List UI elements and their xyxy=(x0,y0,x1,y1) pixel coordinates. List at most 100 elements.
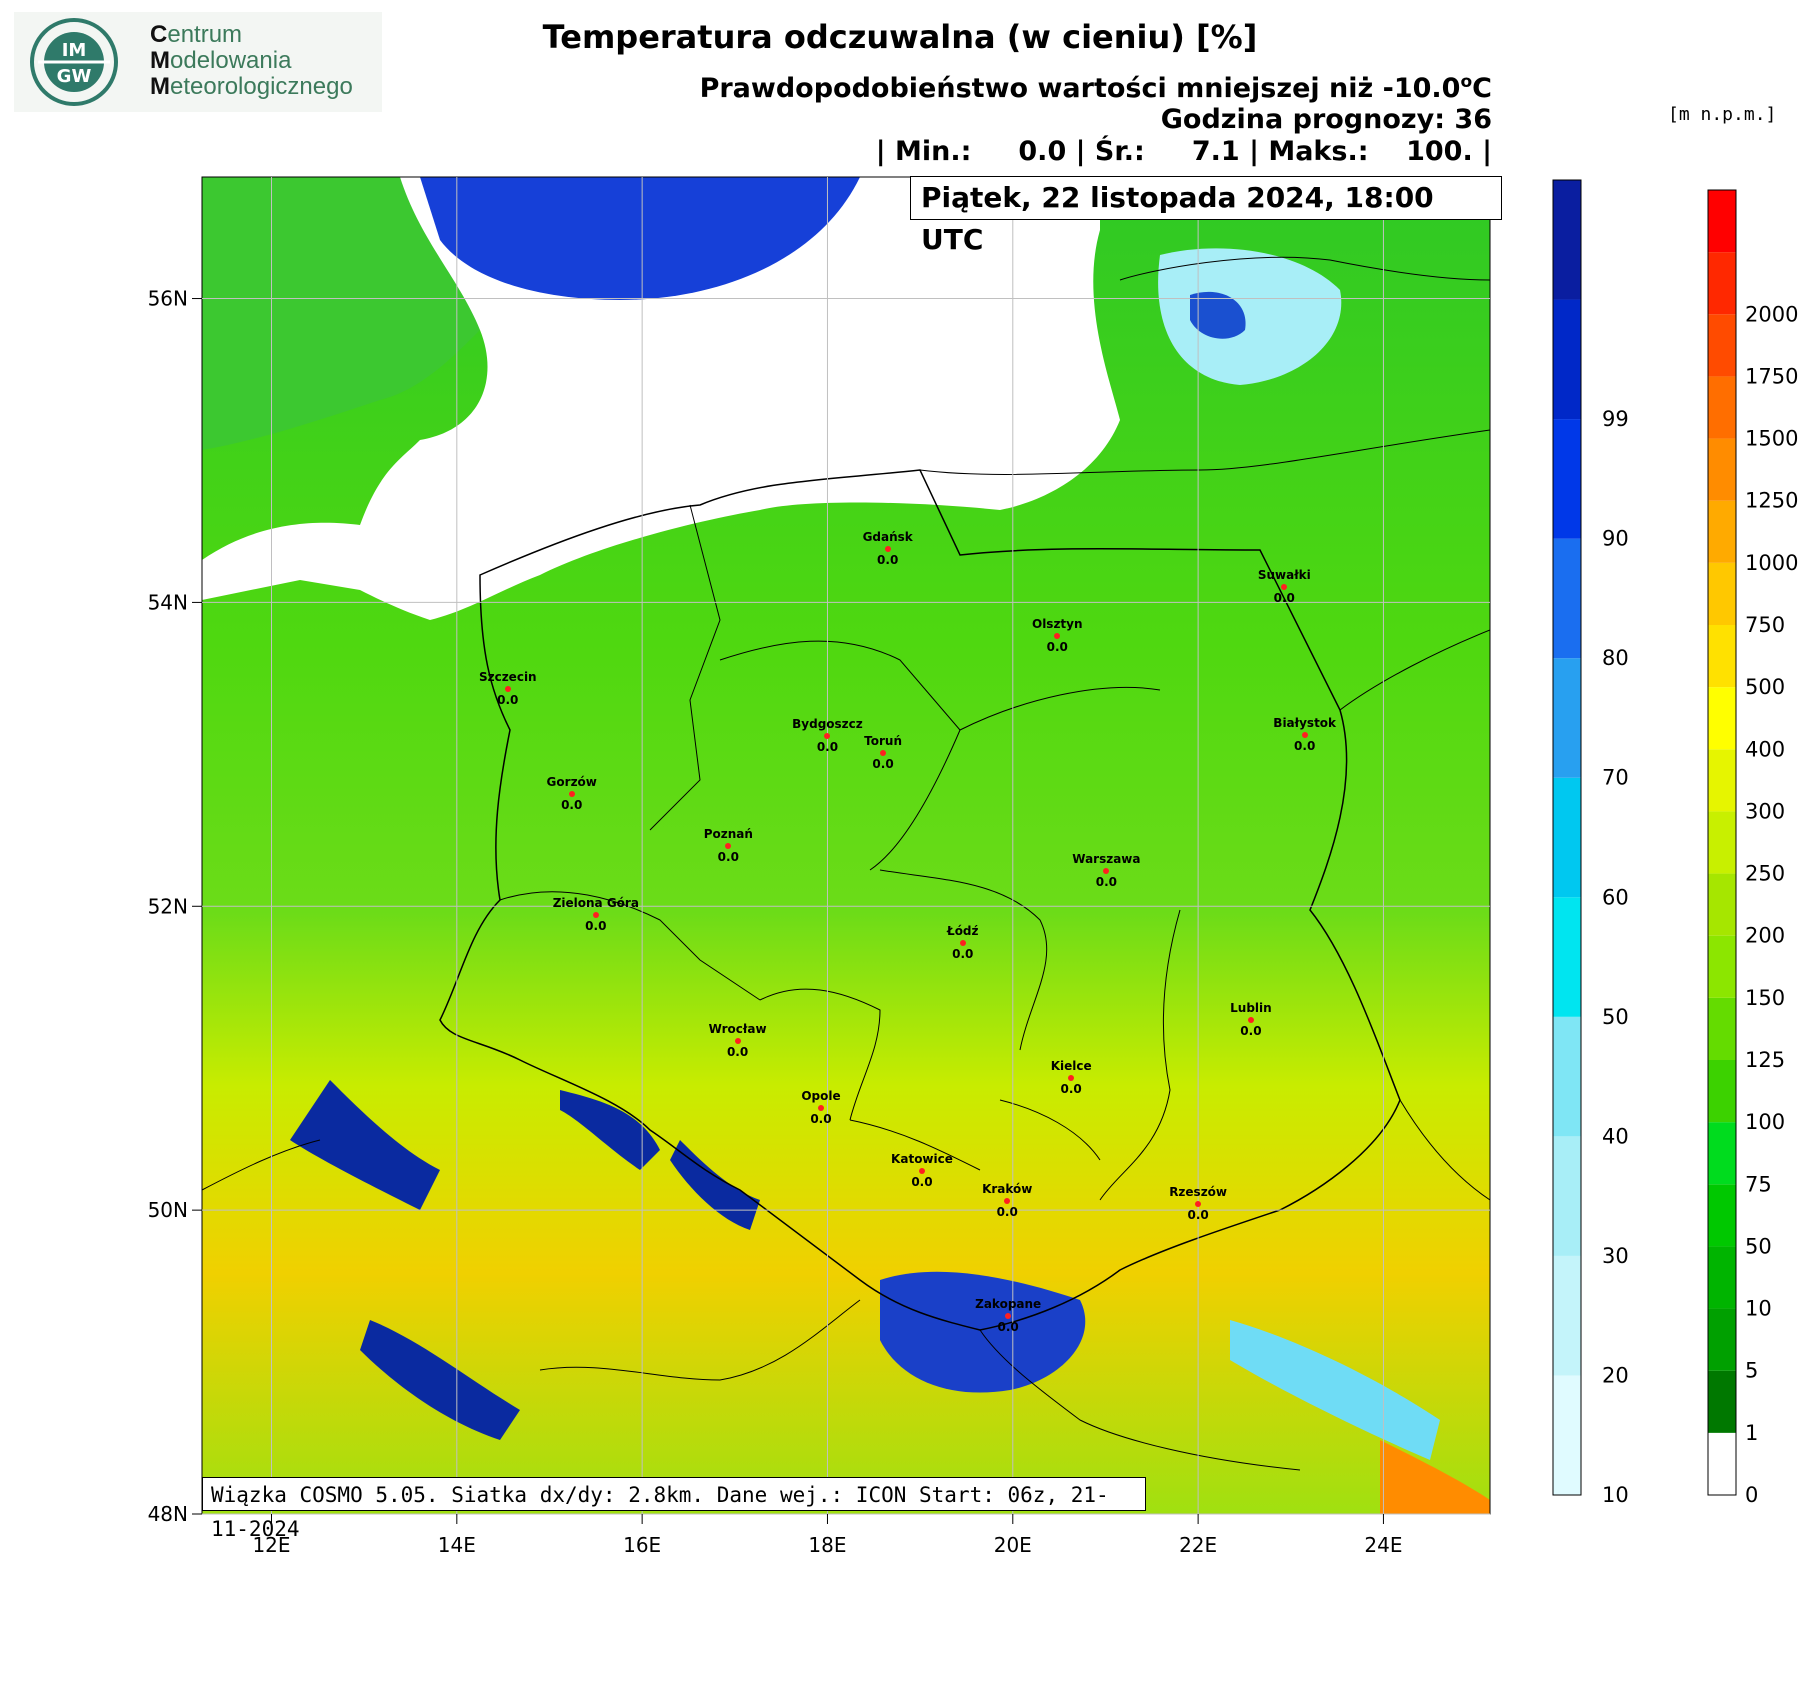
city-label: Rzeszów 0.0 xyxy=(1169,1186,1227,1222)
colorbar-swatch xyxy=(1553,777,1581,898)
colorbar-label: 10 xyxy=(1745,1297,1772,1321)
city-value: 0.0 xyxy=(717,849,739,864)
city-name: Lublin xyxy=(1230,1001,1272,1016)
logo-wordmark: Centrum Modelowania Meteorologicznego xyxy=(150,22,353,100)
city-value: 0.0 xyxy=(952,946,974,961)
city-label: Wrocław 0.0 xyxy=(709,1023,767,1059)
lon-tick-label: 18E xyxy=(808,1533,846,1557)
lat-tick-label: 56N xyxy=(148,287,188,311)
lon-tick-label: 12E xyxy=(252,1533,290,1557)
colorbar-label: 1250 xyxy=(1745,489,1798,513)
voivodeship-borders xyxy=(499,504,1181,1201)
colorbar-swatch xyxy=(1708,749,1736,812)
city-dot xyxy=(880,749,887,756)
city-value: 0.0 xyxy=(877,553,899,568)
city-value: 0.0 xyxy=(1187,1208,1209,1223)
city-name: Warszawa xyxy=(1072,852,1141,867)
city-dot xyxy=(725,842,732,849)
model-info-footer: Wiązka COSMO 5.05. Siatka dx/dy: 2.8km. … xyxy=(202,1477,1146,1541)
city-name: Bydgoszcz xyxy=(792,717,863,732)
city-name: Olsztyn xyxy=(1031,616,1083,631)
city-value: 0.0 xyxy=(726,1045,749,1060)
colorbar-label: 70 xyxy=(1602,766,1629,790)
colorbar-swatch xyxy=(1708,1060,1736,1123)
city-value: 0.0 xyxy=(561,797,583,812)
city-dot xyxy=(1301,731,1308,738)
lat-tick-label: 48N xyxy=(148,1502,188,1526)
city-name: Rzeszów xyxy=(1169,1185,1228,1200)
colorbar-swatch xyxy=(1553,658,1581,778)
city-dot xyxy=(568,790,575,797)
logo-initial-3: M xyxy=(150,73,170,100)
colorbar-label: 20 xyxy=(1602,1363,1629,1387)
colorbar-label: 500 xyxy=(1745,675,1785,699)
city-label: Kraków 0.0 xyxy=(982,1183,1032,1219)
colorbar-swatch xyxy=(1708,500,1736,563)
colorbar-label: 75 xyxy=(1745,1172,1772,1196)
colorbar-label: 0 xyxy=(1745,1483,1758,1507)
city-label: Białystok 0.0 xyxy=(1273,715,1337,753)
city-dot xyxy=(817,1105,824,1112)
city-value: 0.0 xyxy=(1095,875,1118,890)
city-label: Łódź 0.0 xyxy=(947,924,979,961)
city-value: 0.0 xyxy=(1273,591,1295,606)
city-name: Szczecin xyxy=(478,670,537,684)
colorbar-label: 50 xyxy=(1745,1234,1772,1258)
colorbar-swatch xyxy=(1708,252,1736,315)
colorbar-frame xyxy=(1707,189,1737,1496)
baltic-sea xyxy=(202,177,1120,620)
colorbar-label: 99 xyxy=(1602,407,1629,431)
logo-initial-1: C xyxy=(150,21,168,48)
city-name: Zielona Góra xyxy=(552,896,639,911)
city-label: Warszawa 0.0 xyxy=(1072,853,1140,889)
lithuania-core-area xyxy=(1190,291,1246,339)
colorbar-swatch xyxy=(1708,687,1736,750)
colorbar-swatch xyxy=(1553,180,1581,300)
city-value: 0.0 xyxy=(585,919,607,934)
logo-initial-2: M xyxy=(150,47,170,74)
logo-line-3: eteorologicznego xyxy=(170,73,353,100)
colorbar-label: 1500 xyxy=(1745,427,1798,451)
colorbar-label: 1000 xyxy=(1745,551,1798,575)
colorbar-label: 1 xyxy=(1745,1421,1758,1445)
colorbar-swatch xyxy=(1708,935,1736,998)
city-name: Gdańsk xyxy=(862,530,913,545)
colorbar-label: 60 xyxy=(1602,885,1629,909)
colorbar-label: 40 xyxy=(1602,1124,1629,1148)
city-dot xyxy=(1004,1198,1011,1205)
sudety-high-area xyxy=(290,1080,440,1210)
poland-border xyxy=(439,469,1401,1331)
colorbar-swatch xyxy=(1708,190,1736,253)
colorbar-label: 400 xyxy=(1745,737,1785,761)
city-value: 0.0 xyxy=(1046,639,1068,654)
colorbar-swatch xyxy=(1708,1370,1736,1433)
axis-labels: 56N 54N 52N 50N 48N 12E 14E 16E 18E 20E 22E 24E xyxy=(148,287,1403,1557)
city-label: Gdańsk 0.0 xyxy=(863,531,913,567)
colorbar-label: 90 xyxy=(1602,527,1629,551)
sumava-high-area xyxy=(360,1320,520,1440)
city-dot xyxy=(734,1038,741,1045)
city-name: Poznań xyxy=(703,826,753,841)
forecast-hour: Godzina prognozy: 36 xyxy=(1160,104,1492,135)
colorbar-swatch xyxy=(1553,1375,1581,1495)
lon-tick-label: 14E xyxy=(438,1533,476,1557)
city-name: Białystok xyxy=(1273,715,1337,730)
carpathian-probability-area xyxy=(1230,1320,1440,1460)
city-name: Opole xyxy=(801,1089,841,1104)
city-name: Kraków xyxy=(982,1182,1033,1197)
colorbar-swatch xyxy=(1708,438,1736,501)
city-name: Wrocław xyxy=(708,1022,767,1037)
city-value: 0.0 xyxy=(810,1112,832,1127)
sudety-high-area-2 xyxy=(560,1090,660,1170)
city-label: Zielona Góra 0.0 xyxy=(553,897,639,933)
city-dot xyxy=(959,939,966,946)
city-label: Bydgoszcz 0.0 xyxy=(792,718,863,754)
lithuania-probability-area xyxy=(1158,248,1342,385)
colorbar-label: 5 xyxy=(1745,1359,1758,1383)
city-label: Toruń 0.0 xyxy=(864,734,902,771)
city-dot xyxy=(1005,1313,1012,1320)
colorbar-label: 2000 xyxy=(1745,302,1798,326)
height-colorbar: 0 1 5 10 50 75 100 125 150 200 250 300 400 500 750 1000… xyxy=(1707,189,1798,1507)
